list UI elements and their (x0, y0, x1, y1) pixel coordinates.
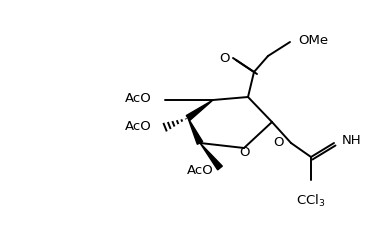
Text: AcO: AcO (125, 119, 152, 133)
Polygon shape (188, 118, 203, 144)
Text: OMe: OMe (298, 34, 328, 46)
Text: NH: NH (342, 134, 362, 148)
Text: AcO: AcO (125, 91, 152, 104)
Polygon shape (186, 100, 213, 120)
Text: O: O (239, 147, 249, 159)
Text: O: O (219, 51, 229, 64)
Text: AcO: AcO (187, 164, 214, 177)
Polygon shape (200, 143, 222, 170)
Text: O: O (274, 137, 284, 149)
Text: CCl$_3$: CCl$_3$ (296, 193, 326, 209)
